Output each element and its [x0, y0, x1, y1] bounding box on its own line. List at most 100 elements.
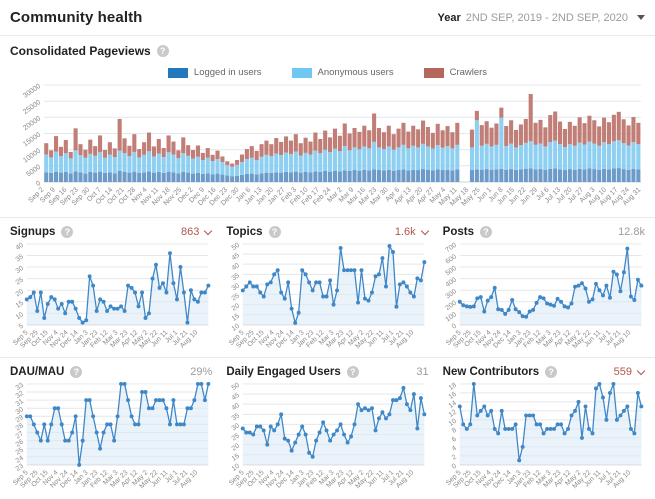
svg-text:16: 16: [447, 390, 457, 400]
svg-text:10000: 10000: [22, 148, 42, 165]
chevron-down-icon: [637, 15, 645, 20]
svg-text:40: 40: [231, 401, 241, 411]
help-icon[interactable]: [61, 226, 74, 238]
section-title: Consolidated Pageviews: [10, 44, 151, 58]
svg-text:200: 200: [444, 300, 458, 312]
help-icon[interactable]: [479, 226, 492, 238]
svg-text:30000: 30000: [22, 83, 42, 100]
help-icon[interactable]: [70, 365, 83, 378]
pageviews-stacked-bar-chart[interactable]: 0 5000 10000 15000 20000 25000 30000 Sep 2 Sep 9…: [10, 80, 645, 212]
metric-value: 1.6k: [394, 226, 416, 238]
svg-text:28: 28: [15, 422, 25, 432]
daily-engaged-users-line-chart[interactable]: 10 15 20 25 30 35 40 45 50 Sep 5 Sep 25 Oct 15 Nov 4…: [226, 379, 428, 492]
legend-label: Anonymous users: [317, 67, 394, 78]
svg-text:0: 0: [450, 323, 457, 331]
svg-text:40: 40: [231, 262, 241, 272]
signups-line-chart[interactable]: 5 10 15 20 25 30 35 40 Sep 5 Sep 25 Oct 15 Nov 4 Nov…: [10, 239, 212, 352]
legend-item-logged-in-users[interactable]: Logged in users: [167, 67, 262, 78]
svg-text:500: 500: [444, 265, 458, 277]
legend-swatch: [167, 67, 188, 78]
svg-text:30: 30: [231, 422, 241, 432]
page-title: Community health: [10, 9, 143, 26]
metric-value: 29%: [190, 365, 213, 378]
svg-text:23: 23: [15, 462, 25, 472]
legend-swatch: [291, 67, 312, 78]
chart-legend: Logged in users Anonymous users Crawlers: [10, 67, 645, 78]
card-daily-engaged-users: Daily Engaged Users 31 10152025303540455…: [226, 363, 429, 492]
dau-mau-line-chart[interactable]: 23 24 25 26 27 28 29 30 31 32 33 Sep 5 Sep 25 Oct 15 N…: [10, 379, 212, 492]
help-icon[interactable]: [346, 365, 359, 378]
svg-text:12: 12: [447, 408, 457, 418]
svg-text:0: 0: [35, 180, 42, 188]
metric-title: Topics: [226, 226, 263, 238]
help-icon[interactable]: [156, 45, 169, 57]
svg-text:20: 20: [15, 288, 25, 298]
svg-text:14: 14: [447, 399, 457, 409]
svg-text:30: 30: [15, 265, 25, 275]
svg-text:45: 45: [231, 252, 241, 262]
svg-text:600: 600: [444, 253, 458, 265]
svg-text:20000: 20000: [22, 115, 42, 132]
svg-text:25: 25: [231, 432, 241, 442]
metric-title: Daily Engaged Users: [226, 365, 341, 378]
svg-text:25: 25: [231, 292, 241, 302]
metric-title: Signups: [10, 226, 56, 238]
svg-text:18: 18: [447, 381, 457, 391]
metric-value: 12.8k: [618, 226, 645, 238]
svg-text:6: 6: [450, 435, 457, 443]
metric-title: New Contributors: [442, 365, 540, 378]
help-icon[interactable]: [545, 365, 558, 378]
consolidated-pageviews-section: Consolidated Pageviews Logged in users A…: [0, 36, 655, 212]
legend-label: Crawlers: [449, 67, 488, 78]
svg-text:5000: 5000: [25, 164, 42, 179]
svg-text:35: 35: [231, 412, 241, 422]
trend-down-icon[interactable]: [420, 226, 429, 236]
metric-title: DAU/MAU: [10, 365, 65, 378]
svg-text:4: 4: [450, 444, 457, 452]
svg-text:50: 50: [231, 381, 241, 391]
svg-text:20: 20: [231, 302, 241, 312]
svg-text:15000: 15000: [22, 131, 42, 148]
svg-text:20: 20: [231, 442, 241, 452]
svg-text:32: 32: [15, 389, 25, 399]
legend-item-crawlers[interactable]: Crawlers: [423, 67, 488, 78]
svg-text:100: 100: [444, 311, 458, 323]
svg-text:25: 25: [15, 276, 25, 286]
metric-title: Posts: [442, 226, 474, 238]
metric-value: 559: [613, 365, 632, 378]
help-icon[interactable]: [268, 226, 281, 238]
svg-text:25: 25: [15, 446, 25, 456]
svg-text:31: 31: [15, 397, 25, 407]
new-contributors-line-chart[interactable]: 0 2 4 6 8 10 12 14 16 18 Sep 5 Sep 25 Oct 15 Nov 4 Nov…: [443, 379, 645, 492]
posts-line-chart[interactable]: 0 100 200 300 400 500 600 700 Sep 5 Sep 25 Oct 15 N…: [443, 239, 645, 352]
svg-text:40: 40: [15, 242, 25, 252]
period-label: Year: [437, 11, 461, 24]
legend-label: Logged in users: [193, 67, 262, 78]
svg-text:10: 10: [15, 311, 25, 321]
svg-text:29: 29: [15, 414, 25, 424]
legend-item-anonymous-users[interactable]: Anonymous users: [291, 67, 394, 78]
svg-text:26: 26: [15, 438, 25, 448]
card-new-contributors: New Contributors 559 024681012141618Sep …: [442, 363, 646, 492]
period-value: 2ND SEP, 2019 - 2ND SEP, 2020: [465, 11, 628, 24]
metric-value: 31: [416, 365, 429, 378]
svg-text:300: 300: [444, 288, 458, 300]
dashboard-header: Community health Year 2ND SEP, 2019 - 2N…: [0, 0, 655, 36]
svg-text:15: 15: [231, 313, 241, 323]
topics-line-chart[interactable]: 10 15 20 25 30 35 40 45 50 Sep 5 Sep 25 Oct 15 Nov 4…: [226, 239, 428, 352]
svg-text:27: 27: [15, 430, 25, 440]
svg-text:0: 0: [450, 462, 457, 470]
svg-text:50: 50: [231, 242, 241, 252]
trend-down-icon[interactable]: [636, 366, 646, 375]
period-dropdown[interactable]: Year 2ND SEP, 2019 - 2ND SEP, 2020: [437, 11, 645, 24]
svg-text:30: 30: [231, 282, 241, 292]
svg-text:8: 8: [450, 426, 457, 434]
trend-down-icon[interactable]: [204, 226, 213, 236]
svg-text:10: 10: [447, 417, 457, 427]
svg-text:10: 10: [231, 323, 241, 333]
svg-text:15: 15: [15, 300, 25, 310]
svg-text:24: 24: [15, 454, 25, 464]
